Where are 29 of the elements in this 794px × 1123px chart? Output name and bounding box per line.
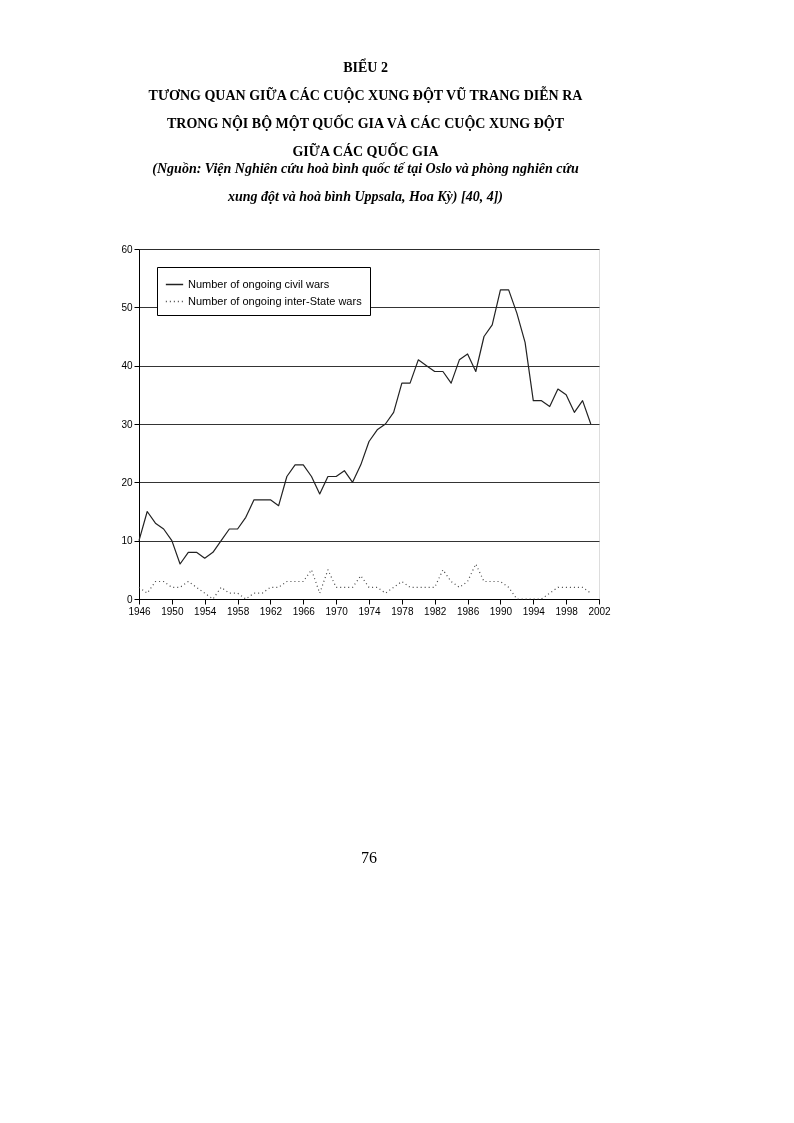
- x-tick-label: 1946: [128, 605, 152, 617]
- x-tick-label: 1950: [161, 605, 184, 617]
- line-series: [138, 289, 592, 565]
- chart-title: BIỂU 2 TƯƠNG QUAN GIỮA CÁC CUỘC XUNG ĐỘT VŨ TRANG DIỄN RA TRONG NỘI BỘ MỘT QUỐC GIA VÀ CÁC CUỘC XUNG ĐỘT GIỮA CÁC QUỐC GIA: [148, 57, 584, 159]
- x-tick-label: 1954: [194, 605, 217, 617]
- x-tick-label: 1974: [358, 605, 382, 617]
- line-series: [138, 563, 592, 600]
- y-tick-label: 20: [121, 476, 133, 488]
- legend-label: Number of ongoing civil wars: [188, 277, 330, 290]
- legend-label: Number of ongoing inter-State wars: [188, 294, 363, 307]
- x-tick-label: 1998: [555, 605, 579, 617]
- y-tick-label: 10: [121, 535, 133, 547]
- x-tick-label: 1982: [424, 605, 447, 617]
- x-tick-label: 1970: [325, 605, 349, 617]
- y-tick-label: 40: [121, 360, 133, 372]
- x-tick-label: 2002: [588, 605, 612, 617]
- x-tick-label: 1994: [522, 605, 546, 617]
- y-tick-label: 50: [121, 301, 133, 313]
- y-tick-label: 0: [126, 593, 133, 605]
- x-tick-label: 1990: [489, 605, 513, 617]
- y-tick-label: 30: [121, 418, 133, 430]
- x-tick-label: 1986: [456, 605, 480, 617]
- y-tick-label: 60: [121, 243, 133, 255]
- text: 76: [361, 849, 377, 866]
- x-tick-label: 1978: [391, 605, 414, 617]
- x-tick-label: 1962: [259, 605, 283, 617]
- chart-subtitle: (Nguồn: Viện Nghiên cứu hoà bình quốc tế tại Oslo và phòng nghiên cứu xung đột và hoà bình Uppsala, Hoa Kỳ) [40, 4]): [152, 160, 579, 205]
- x-tick-label: 1958: [226, 605, 250, 617]
- x-tick-label: 1966: [292, 605, 316, 617]
